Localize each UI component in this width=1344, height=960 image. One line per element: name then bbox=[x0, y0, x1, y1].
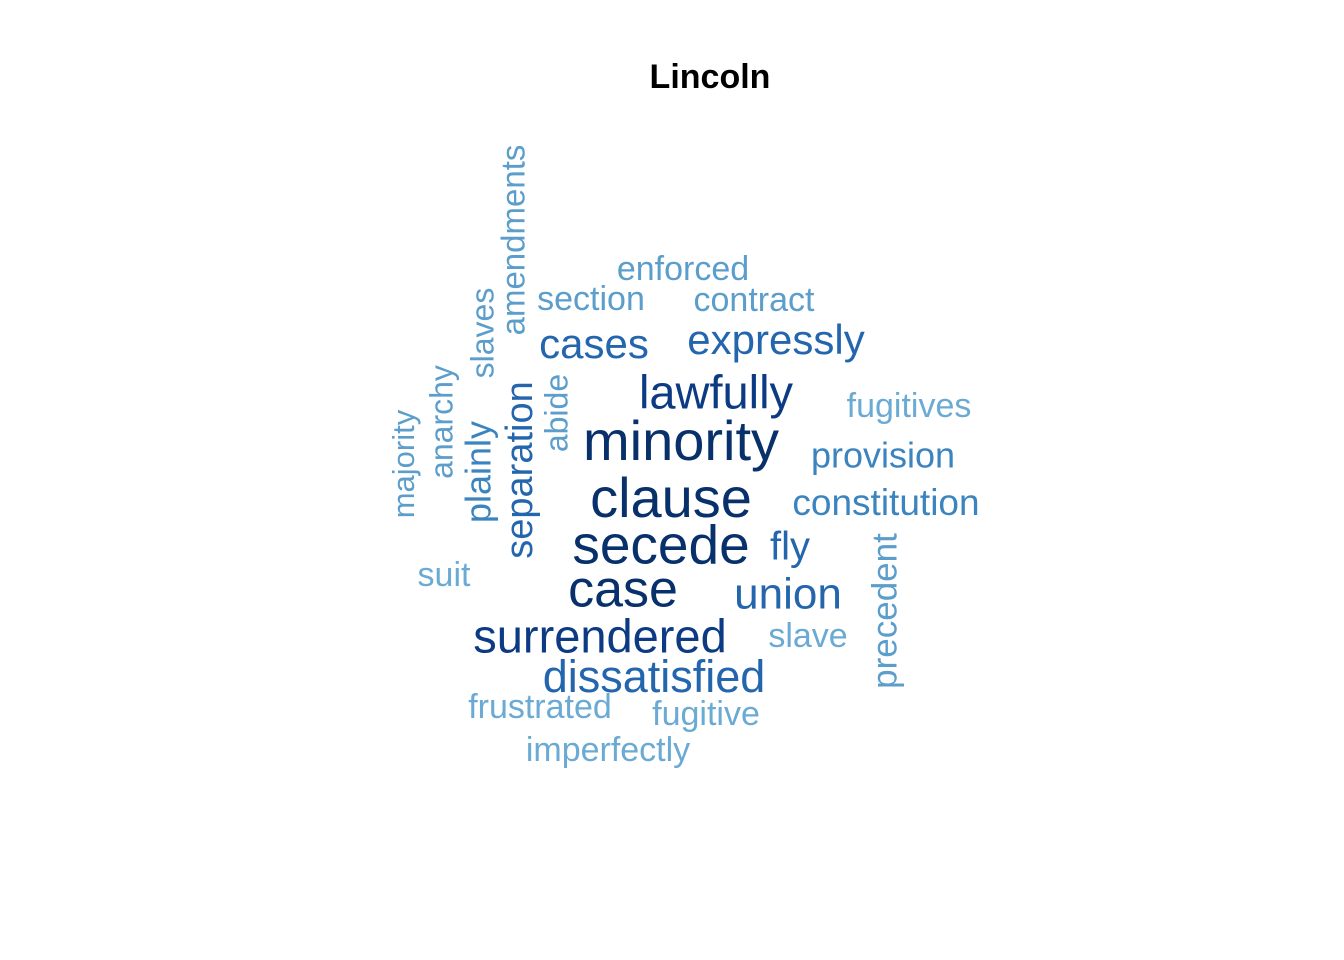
word-minority: minority bbox=[583, 409, 779, 472]
word-suit: suit bbox=[418, 556, 471, 594]
word-dissatisfied: dissatisfied bbox=[543, 651, 766, 702]
word-fugitives: fugitives bbox=[847, 387, 972, 425]
word-fugitive: fugitive bbox=[652, 695, 760, 733]
word-precedent: precedent bbox=[865, 533, 904, 689]
word-contract: contract bbox=[694, 281, 815, 319]
word-surrendered: surrendered bbox=[473, 609, 726, 662]
word-frustrated: frustrated bbox=[468, 688, 612, 726]
word-fly: fly bbox=[770, 525, 810, 569]
chart-title: Lincoln bbox=[649, 58, 771, 96]
word-enforced: enforced bbox=[617, 250, 749, 288]
word-slaves: slaves bbox=[464, 288, 500, 379]
word-imperfectly: imperfectly bbox=[526, 731, 690, 769]
word-slave: slave bbox=[768, 617, 847, 655]
word-amendments: amendments bbox=[495, 145, 532, 336]
word-plainly: plainly bbox=[458, 421, 499, 523]
word-case: case bbox=[568, 561, 678, 619]
word-cases: cases bbox=[539, 320, 649, 367]
word-majority: majority bbox=[386, 409, 421, 518]
word-lawfully: lawfully bbox=[639, 365, 794, 418]
word-union: union bbox=[734, 570, 842, 619]
word-secede: secede bbox=[572, 514, 749, 576]
word-section: section bbox=[537, 280, 645, 318]
word-anarchy: anarchy bbox=[423, 365, 459, 479]
word-constitution: constitution bbox=[792, 482, 979, 523]
word-separation: separation bbox=[499, 381, 541, 558]
word-abide: abide bbox=[538, 374, 574, 452]
word-expressly: expressly bbox=[687, 316, 864, 363]
word-clause: clause bbox=[590, 466, 752, 529]
word-provision: provision bbox=[811, 435, 955, 476]
